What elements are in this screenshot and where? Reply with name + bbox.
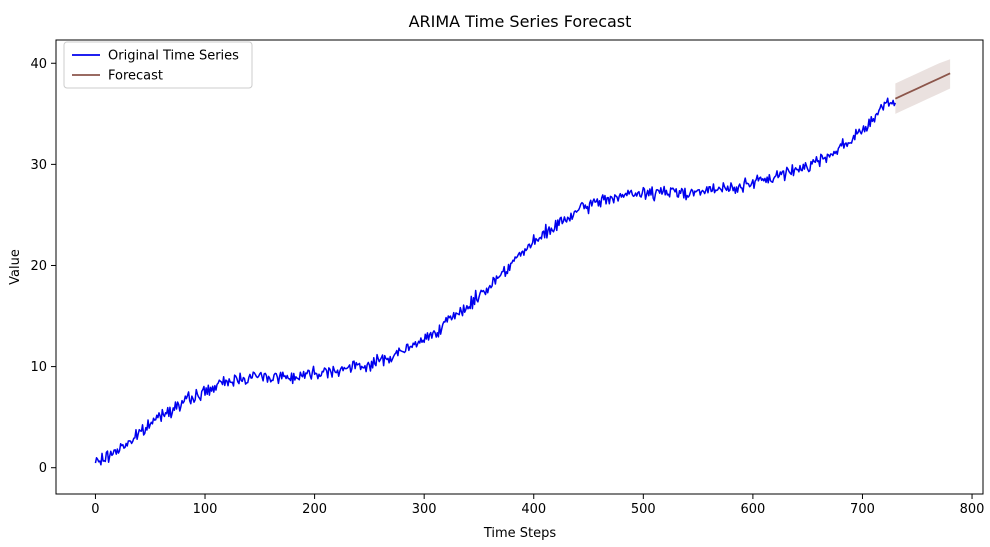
series-line-forecast [894, 72, 951, 100]
x-tick-label: 200 [302, 502, 327, 517]
series-line-original [94, 97, 897, 466]
y-axis-label: Value [8, 249, 23, 285]
y-tick-label: 10 [30, 360, 47, 375]
axes: 0 100 200 300 400 500 600 700 800 0 10 20 30 40 [30, 39, 985, 517]
x-tick-label: 100 [193, 502, 218, 517]
x-tick-label: 300 [412, 502, 437, 517]
x-tick-label: 800 [960, 502, 985, 517]
y-tick-label: 30 [30, 158, 47, 173]
chart-title: ARIMA Time Series Forecast [409, 12, 632, 31]
legend-label: Forecast [108, 69, 163, 84]
legend-box [63, 41, 253, 89]
x-tick-label: 400 [521, 502, 546, 517]
y-tick-label: 0 [39, 461, 47, 476]
x-axis-label: Time Steps [483, 526, 557, 541]
x-tick-label: 0 [91, 502, 99, 517]
axes-frame [55, 39, 984, 495]
legend: Original Time Series Forecast [63, 41, 253, 89]
x-tick-label: 700 [850, 502, 875, 517]
x-tick-label: 600 [740, 502, 765, 517]
y-tick-label: 20 [30, 259, 47, 274]
y-tick-label: 40 [30, 57, 47, 72]
x-tick-label: 500 [631, 502, 656, 517]
legend-label: Original Time Series [108, 49, 239, 64]
plot-area [94, 59, 951, 466]
